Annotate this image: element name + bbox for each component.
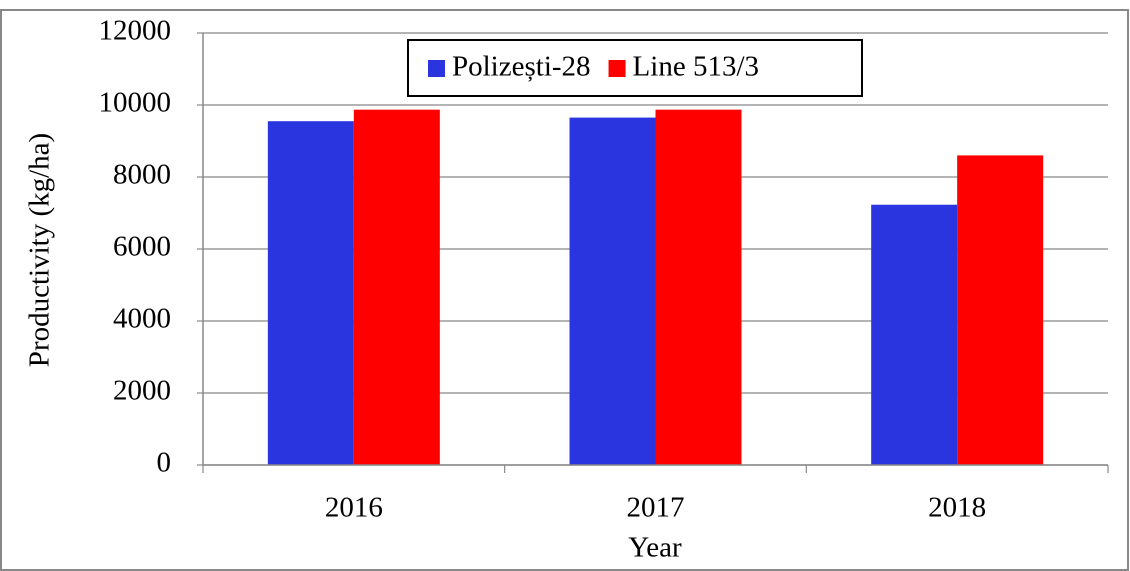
legend-swatch (608, 60, 626, 77)
y-tick-label: 4000 (113, 303, 171, 335)
legend-label: Line 513/3 (633, 51, 759, 83)
legend-box (407, 39, 863, 97)
y-tick-label: 10000 (99, 87, 172, 119)
bar (957, 155, 1044, 465)
y-tick-label: 2000 (113, 375, 171, 407)
y-tick-label: 6000 (113, 231, 171, 263)
x-tick-label: 2016 (325, 492, 383, 524)
x-axis-label: Year (628, 532, 682, 564)
y-tick-label: 0 (157, 447, 172, 479)
x-tick-label: 2018 (928, 492, 986, 524)
legend-label: Polizești-28 (452, 51, 591, 83)
bar (655, 109, 742, 466)
legend-swatch (428, 60, 445, 77)
y-tick-label: 12000 (99, 15, 172, 47)
y-axis-label: Productivity (kg/ha) (24, 133, 56, 367)
bar (569, 117, 656, 465)
y-tick-label: 8000 (113, 159, 171, 191)
bar (267, 121, 354, 465)
x-tick-label: 2017 (627, 492, 685, 524)
bar (871, 204, 958, 465)
bar (353, 109, 440, 466)
